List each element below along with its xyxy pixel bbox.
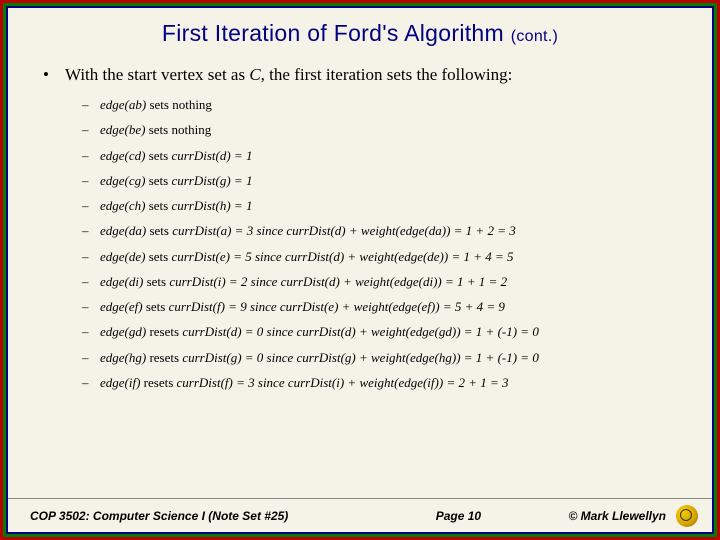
- edge-label: edge(gd): [100, 324, 146, 339]
- edge-label: edge(be): [100, 122, 145, 137]
- verb: sets: [143, 274, 169, 289]
- intro-var: C: [249, 65, 260, 84]
- verb: sets: [145, 198, 171, 213]
- edge-label: edge(ab): [100, 97, 146, 112]
- edge-label: edge(hg): [100, 350, 146, 365]
- verb: sets: [145, 249, 171, 264]
- slide-content: First Iteration of Ford's Algorithm (con…: [8, 8, 712, 498]
- list-item: edge(gd) resets currDist(d) = 0 since cu…: [82, 324, 682, 340]
- rest: currDist(g) = 1: [171, 173, 252, 188]
- rest: currDist(f) = 3 since currDist(i) + weig…: [177, 375, 509, 390]
- rest: currDist(d) = 0 since currDist(d) + weig…: [182, 324, 539, 339]
- list-item: edge(cg) sets currDist(g) = 1: [82, 173, 682, 189]
- edge-label: edge(if): [100, 375, 140, 390]
- intro-line: • With the start vertex set as C, the fi…: [43, 65, 682, 85]
- slide-title: First Iteration of Ford's Algorithm (con…: [38, 20, 682, 47]
- verb: sets: [143, 299, 169, 314]
- inner-frame: First Iteration of Ford's Algorithm (con…: [6, 6, 714, 534]
- list-item: edge(di) sets currDist(i) = 2 since curr…: [82, 274, 682, 290]
- verb: sets nothing: [145, 122, 211, 137]
- rest: currDist(i) = 2 since currDist(d) + weig…: [169, 274, 507, 289]
- rest: currDist(a) = 3 since currDist(d) + weig…: [172, 223, 516, 238]
- outer-frame: First Iteration of Ford's Algorithm (con…: [0, 0, 720, 540]
- list-item: edge(cd) sets currDist(d) = 1: [82, 148, 682, 164]
- verb: sets: [145, 148, 171, 163]
- title-cont: (cont.): [511, 28, 558, 45]
- list-item: edge(be) sets nothing: [82, 122, 682, 138]
- verb: resets: [146, 350, 182, 365]
- edge-label: edge(di): [100, 274, 143, 289]
- edge-label: edge(de): [100, 249, 145, 264]
- list-item: edge(ef) sets currDist(f) = 9 since curr…: [82, 299, 682, 315]
- rest: currDist(g) = 0 since currDist(g) + weig…: [182, 350, 539, 365]
- intro-prefix: With the start vertex set as: [65, 65, 249, 84]
- rest: currDist(d) = 1: [171, 148, 252, 163]
- verb: sets nothing: [146, 97, 212, 112]
- edge-label: edge(cg): [100, 173, 145, 188]
- list-item: edge(ch) sets currDist(h) = 1: [82, 198, 682, 214]
- bullet-icon: •: [43, 65, 61, 85]
- footer-right-group: © Mark Llewellyn: [568, 505, 698, 527]
- mid-frame: First Iteration of Ford's Algorithm (con…: [3, 3, 717, 537]
- rest: currDist(f) = 9 since currDist(e) + weig…: [169, 299, 505, 314]
- item-list: edge(ab) sets nothing edge(be) sets noth…: [82, 97, 682, 391]
- rest: currDist(e) = 5 since currDist(d) + weig…: [171, 249, 513, 264]
- rest: currDist(h) = 1: [171, 198, 252, 213]
- edge-label: edge(ef): [100, 299, 143, 314]
- verb: resets: [146, 324, 182, 339]
- list-item: edge(if) resets currDist(f) = 3 since cu…: [82, 375, 682, 391]
- verb: resets: [140, 375, 176, 390]
- footer-copyright: © Mark Llewellyn: [568, 509, 666, 523]
- intro-suffix: , the first iteration sets the following…: [261, 65, 513, 84]
- list-item: edge(de) sets currDist(e) = 5 since curr…: [82, 249, 682, 265]
- footer-course: COP 3502: Computer Science I (Note Set #…: [30, 509, 288, 523]
- verb: sets: [145, 173, 171, 188]
- edge-label: edge(da): [100, 223, 146, 238]
- list-item: edge(da) sets currDist(a) = 3 since curr…: [82, 223, 682, 239]
- title-main: First Iteration of Ford's Algorithm: [162, 20, 504, 46]
- slide-footer: COP 3502: Computer Science I (Note Set #…: [8, 498, 712, 532]
- verb: sets: [146, 223, 172, 238]
- edge-label: edge(ch): [100, 198, 145, 213]
- footer-page: Page 10: [436, 509, 481, 523]
- list-item: edge(hg) resets currDist(g) = 0 since cu…: [82, 350, 682, 366]
- edge-label: edge(cd): [100, 148, 145, 163]
- list-item: edge(ab) sets nothing: [82, 97, 682, 113]
- ucf-logo-icon: [676, 505, 698, 527]
